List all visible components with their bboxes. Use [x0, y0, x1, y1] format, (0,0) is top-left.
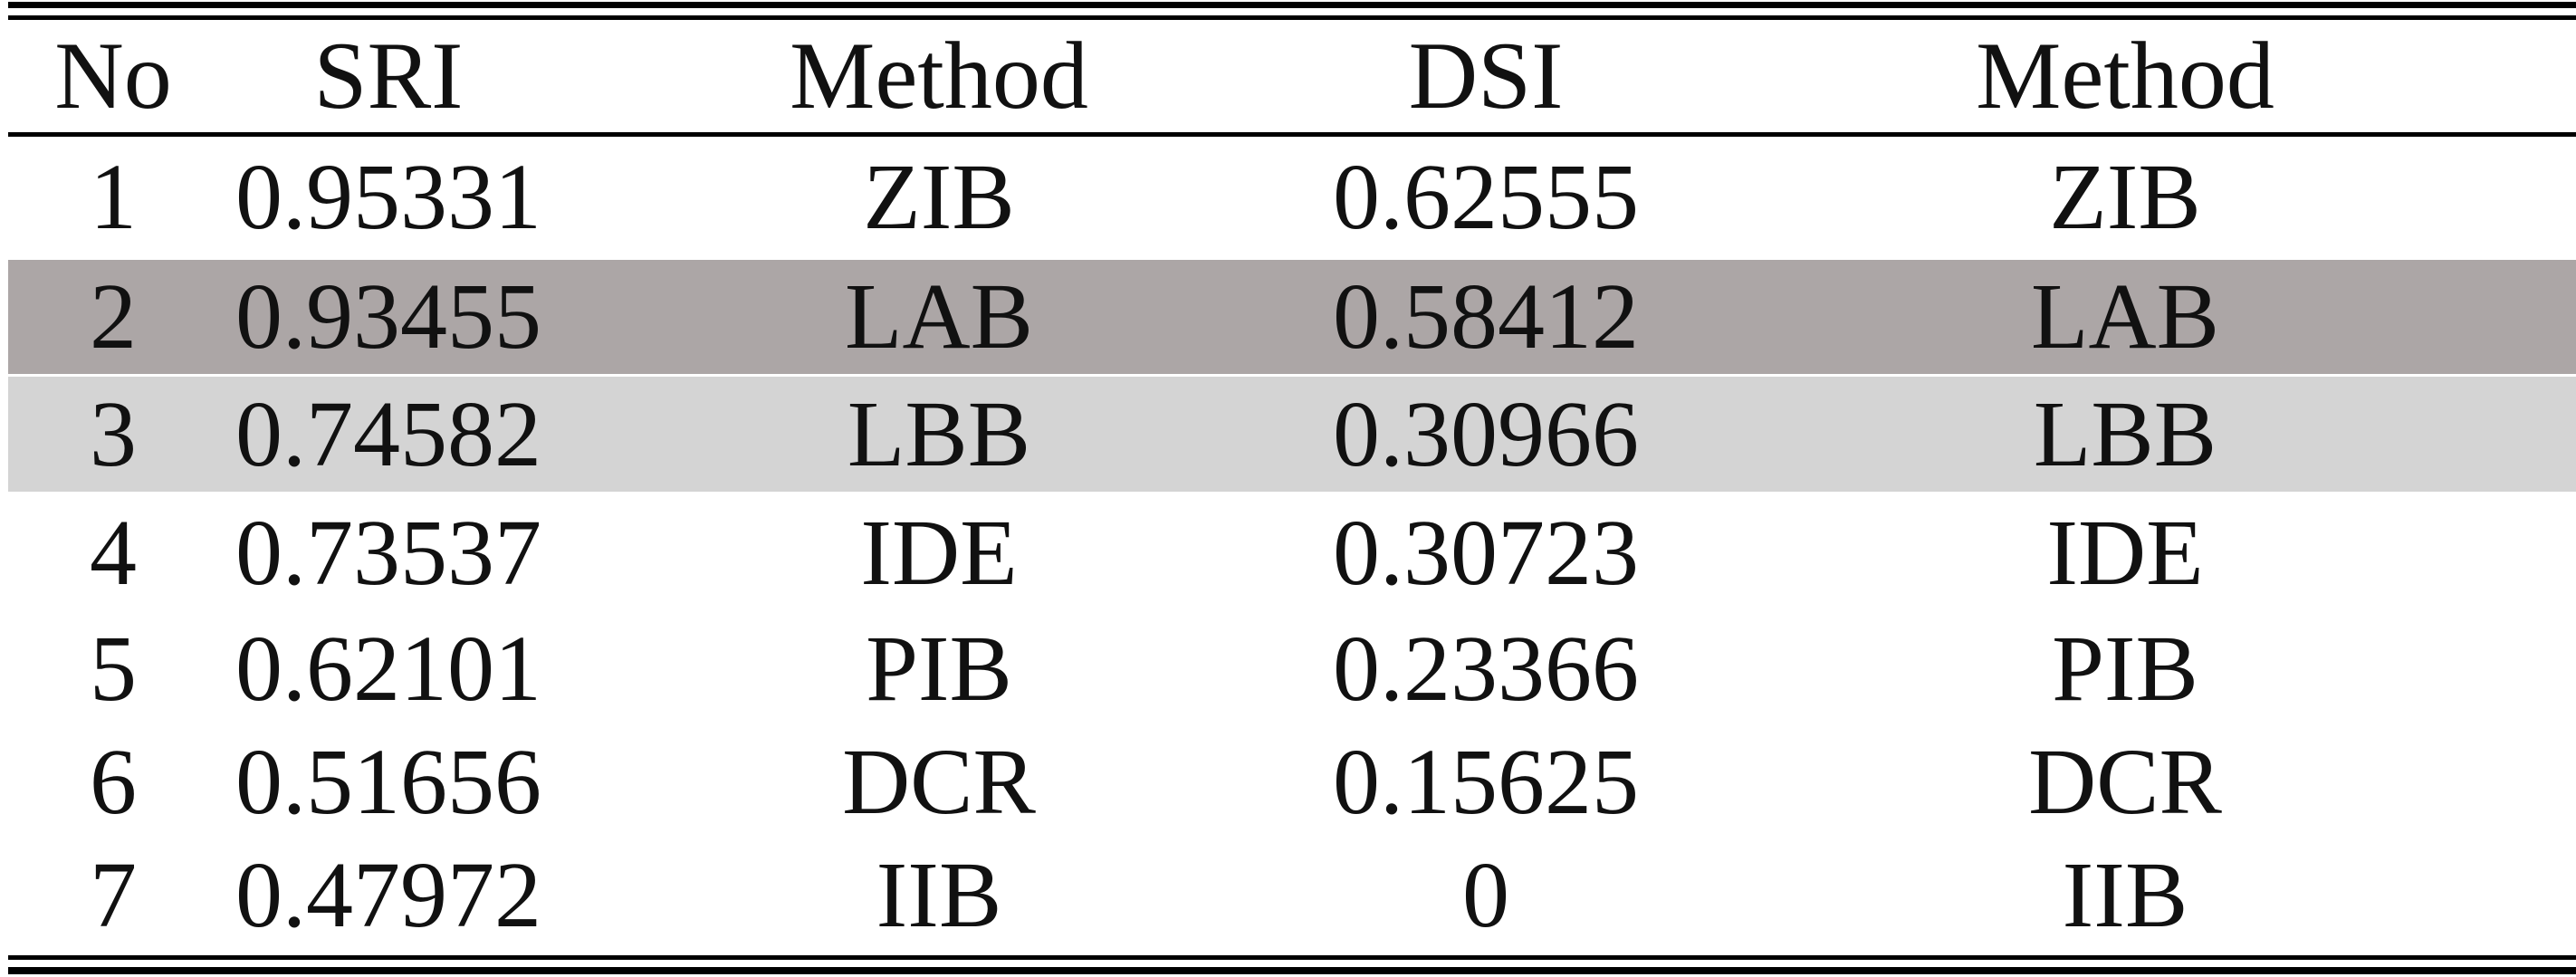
table-row-highlighted-dark: 2 0.93455 LAB 0.58412 LAB — [8, 260, 2576, 374]
table-row: 7 0.47972 IIB 0 IIB — [8, 838, 2576, 953]
bottom-rule-inner — [8, 955, 2576, 960]
cell-no: 6 — [90, 730, 137, 834]
cell-sri: 0.51656 — [235, 730, 541, 834]
header-no: No — [54, 23, 172, 129]
cell-method-sri: LAB — [845, 264, 1033, 369]
table-row-highlighted-light: 3 0.74582 LBB 0.30966 LBB — [8, 377, 2576, 492]
table-row: 5 0.62101 PIB 0.23366 PIB — [8, 612, 2576, 726]
cell-sri: 0.47972 — [235, 843, 541, 947]
cell-no: 1 — [90, 145, 137, 249]
cell-sri: 0.73537 — [235, 501, 541, 605]
cell-dsi: 0.62555 — [1333, 145, 1639, 249]
cell-method-dsi: IDE — [2046, 501, 2204, 605]
cell-method-sri: PIB — [866, 617, 1012, 721]
cell-no: 2 — [90, 264, 137, 369]
header-sri: SRI — [313, 23, 464, 129]
cell-sri: 0.93455 — [235, 264, 541, 369]
header-dsi: DSI — [1408, 23, 1564, 129]
cell-method-dsi: PIB — [2052, 617, 2198, 721]
cell-dsi: 0.58412 — [1333, 264, 1639, 369]
cell-method-sri: IDE — [860, 501, 1018, 605]
top-rule-inner — [8, 15, 2576, 20]
cell-dsi: 0.30966 — [1333, 381, 1639, 486]
table-row: 1 0.95331 ZIB 0.62555 ZIB — [8, 139, 2576, 256]
table-row: 4 0.73537 IDE 0.30723 IDE — [8, 494, 2576, 612]
cell-dsi: 0.30723 — [1333, 501, 1639, 605]
cell-method-sri: IIB — [876, 843, 1002, 947]
cell-method-sri: ZIB — [863, 145, 1015, 249]
header-method-sri: Method — [790, 23, 1088, 129]
cell-method-sri: LBB — [847, 381, 1031, 486]
cell-no: 5 — [90, 617, 137, 721]
top-rule-outer — [8, 2, 2576, 8]
cell-sri: 0.62101 — [235, 617, 541, 721]
header-method-dsi: Method — [1976, 23, 2274, 129]
cell-method-dsi: LAB — [2031, 264, 2219, 369]
table-header-row: No SRI Method DSI Method — [8, 22, 2576, 130]
bottom-rule-outer — [8, 967, 2576, 974]
cell-method-dsi: LBB — [2033, 381, 2217, 486]
cell-sri: 0.74582 — [235, 381, 541, 486]
cell-method-dsi: ZIB — [2049, 145, 2201, 249]
results-table: No SRI Method DSI Method 1 0.95331 ZIB 0… — [8, 0, 2576, 977]
header-rule — [8, 132, 2576, 137]
cell-no: 7 — [90, 843, 137, 947]
cell-no: 4 — [90, 501, 137, 605]
cell-method-dsi: DCR — [2028, 730, 2222, 834]
cell-method-dsi: IIB — [2062, 843, 2188, 947]
cell-dsi: 0.23366 — [1333, 617, 1639, 721]
table-row: 6 0.51656 DCR 0.15625 DCR — [8, 726, 2576, 838]
cell-method-sri: DCR — [842, 730, 1036, 834]
cell-sri: 0.95331 — [235, 145, 541, 249]
cell-dsi: 0 — [1462, 843, 1509, 947]
cell-no: 3 — [90, 381, 137, 486]
cell-dsi: 0.15625 — [1333, 730, 1639, 834]
